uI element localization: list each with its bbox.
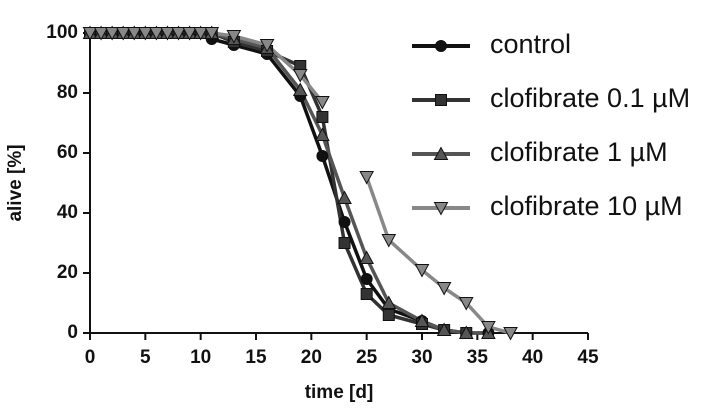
- y-tick-label: 20: [57, 262, 78, 283]
- y-tick-label: 80: [57, 82, 78, 103]
- data-point: [382, 309, 395, 321]
- legend-label: clofibrate 1 µM: [490, 137, 668, 167]
- y-tick-label: 40: [57, 202, 78, 223]
- x-axis-title: time [d]: [305, 382, 374, 403]
- data-point: [226, 30, 242, 44]
- x-tick-label: 45: [577, 347, 599, 368]
- x-tick-label: 15: [245, 347, 267, 368]
- data-point: [414, 313, 430, 327]
- data-point: [360, 273, 373, 285]
- data-point: [315, 127, 330, 141]
- data-point: [458, 297, 474, 311]
- x-tick-label: 20: [301, 347, 322, 368]
- data-point: [381, 295, 397, 309]
- data-point: [171, 27, 186, 41]
- data-point: [359, 171, 375, 185]
- data-point: [193, 27, 209, 41]
- data-point: [137, 27, 153, 41]
- x-tick-label: 35: [467, 347, 489, 368]
- data-point: [115, 27, 131, 41]
- x-tick-label: 5: [140, 347, 151, 368]
- data-point: [359, 250, 375, 264]
- data-point: [381, 234, 397, 248]
- legend-label: clofibrate 0.1 µM: [490, 83, 690, 113]
- data-point: [481, 321, 496, 335]
- data-point: [338, 216, 351, 228]
- data-point: [259, 39, 275, 53]
- x-tick-label: 10: [190, 347, 211, 368]
- y-tick-label: 60: [57, 142, 78, 163]
- data-point: [104, 27, 120, 41]
- data-point: [204, 27, 220, 41]
- data-point: [360, 288, 373, 300]
- x-tick-label: 30: [411, 347, 432, 368]
- x-tick-label: 25: [356, 347, 378, 368]
- y-axis-title: alive [%]: [5, 144, 26, 221]
- data-point: [338, 237, 351, 249]
- data-point: [160, 27, 175, 41]
- legend-marker: [435, 94, 447, 106]
- series-line: [90, 31, 489, 335]
- data-point: [503, 327, 518, 341]
- data-point: [149, 27, 164, 41]
- x-tick-label: 0: [85, 347, 96, 368]
- x-tick-label: 40: [522, 347, 543, 368]
- data-point: [337, 190, 352, 204]
- data-point: [436, 282, 452, 296]
- data-point: [316, 111, 329, 123]
- data-point: [126, 27, 142, 41]
- data-point: [316, 150, 329, 162]
- legend-label: control: [490, 29, 571, 59]
- data-point: [93, 27, 109, 41]
- data-point: [182, 27, 197, 41]
- data-point: [436, 322, 452, 336]
- data-point: [292, 69, 308, 83]
- legend-marker: [433, 202, 449, 216]
- data-point: [292, 82, 308, 96]
- series-line: [90, 31, 467, 335]
- legend-label: clofibrate 10 µM: [490, 191, 683, 221]
- legend-marker: [433, 146, 449, 160]
- data-point: [414, 264, 430, 278]
- data-point: [315, 96, 330, 110]
- data-point: [458, 325, 474, 339]
- y-tick-label: 0: [67, 322, 78, 343]
- data-point: [82, 27, 98, 41]
- legend-marker: [435, 40, 447, 52]
- y-tick-label: 100: [46, 22, 78, 43]
